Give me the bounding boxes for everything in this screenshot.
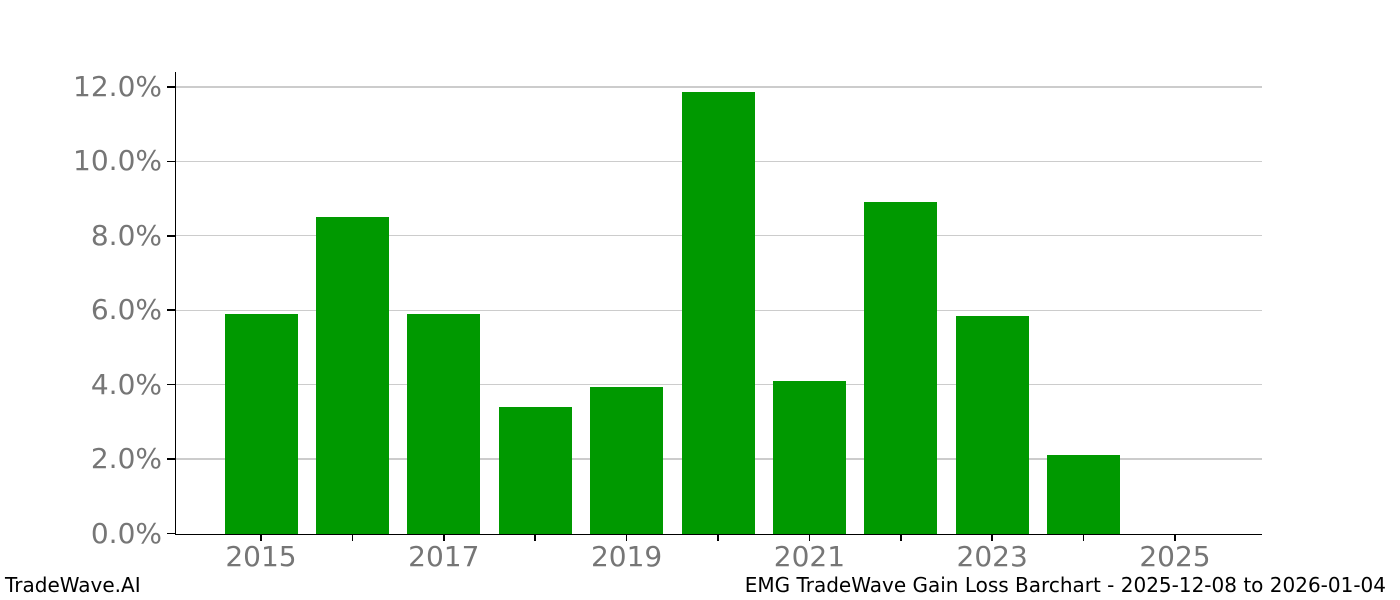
x-tick-label: 2023 — [956, 540, 1028, 573]
y-tick-label: 8.0% — [90, 218, 162, 252]
y-tick — [166, 235, 175, 237]
bar — [864, 202, 938, 534]
bar — [224, 313, 298, 534]
bar — [498, 406, 572, 534]
x-tick — [991, 535, 993, 541]
y-tick-label: 6.0% — [90, 293, 162, 327]
x-tick-label: 2025 — [1139, 540, 1211, 573]
bar — [772, 380, 846, 534]
gridline — [176, 86, 1262, 88]
x-tick — [900, 535, 902, 541]
bar — [955, 315, 1029, 534]
y-tick-label: 4.0% — [90, 367, 162, 401]
y-tick — [166, 458, 175, 460]
y-tick-label: 10.0% — [73, 144, 162, 178]
bar — [1047, 455, 1121, 534]
bar — [407, 313, 481, 534]
y-tick — [166, 309, 175, 311]
x-tick-label: 2021 — [773, 540, 846, 573]
y-tick — [166, 532, 175, 535]
x-tick — [808, 535, 811, 541]
y-tick-label: 12.0% — [73, 69, 162, 103]
y-tick-label: 0.0% — [90, 516, 162, 550]
x-axis-line — [174, 533, 1262, 535]
x-tick — [717, 535, 719, 541]
x-tick — [351, 535, 354, 541]
x-tick — [534, 535, 536, 541]
plot-area: 0.0% 2.0% 4.0% 6.0% 8.0% 10.0% 12.0% 2015 2017 20… — [73, 72, 1262, 571]
x-tick — [625, 535, 628, 541]
y-axis-line — [174, 72, 176, 535]
y-tick — [166, 383, 175, 386]
x-tick — [1174, 535, 1176, 541]
x-tick — [443, 535, 445, 541]
x-tick-label: 2019 — [590, 540, 663, 573]
y-tick — [166, 86, 175, 88]
x-tick-label: 2015 — [225, 540, 297, 573]
bar — [315, 217, 389, 534]
chart-caption: EMG TradeWave Gain Loss Barchart - 2025-… — [744, 573, 1386, 597]
y-tick — [166, 160, 175, 163]
watermark-brand: TradeWave.AI — [5, 573, 141, 597]
x-tick — [260, 535, 262, 541]
bar — [590, 386, 664, 534]
x-tick — [1082, 535, 1085, 541]
x-tick-label: 2017 — [408, 540, 480, 573]
bar — [681, 92, 755, 534]
y-tick-label: 2.0% — [90, 442, 162, 476]
